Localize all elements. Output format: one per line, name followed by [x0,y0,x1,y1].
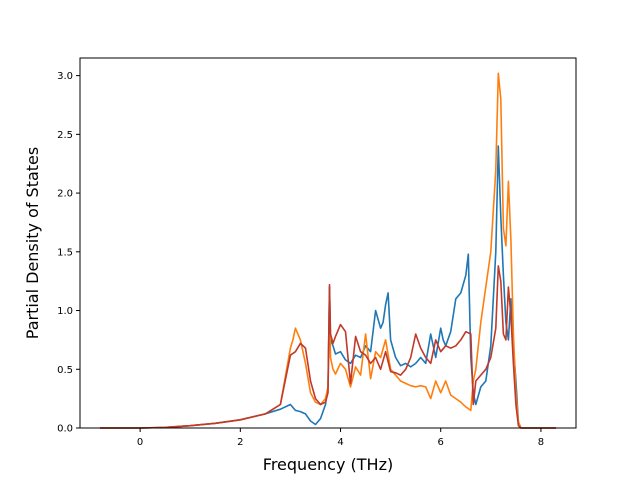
plot-frame [79,57,577,429]
series-line-3 [100,265,556,429]
series-line-1 [100,145,556,429]
x-tick-label: 4 [337,437,343,448]
y-axis-ticks: 0.0 0.5 1.0 1.5 2.0 2.5 3.0 [57,71,80,435]
y-tick-label: 1.0 [57,306,73,317]
y-tick-label: 2.0 [57,189,73,200]
y-tick-label: 0.0 [57,424,73,435]
x-tick-label: 0 [137,437,143,448]
y-tick-label: 3.0 [57,71,73,82]
series-layer [100,72,556,429]
x-axis-title: Frequency (THz) [263,455,393,474]
x-axis-ticks: 0 2 4 6 8 [137,428,544,448]
y-tick-label: 1.5 [57,247,73,258]
y-tick-label: 0.5 [57,365,73,376]
x-tick-label: 2 [237,437,243,448]
y-axis-title: Partial Density of States [23,147,42,339]
x-tick-label: 6 [438,437,444,448]
y-tick-label: 2.5 [57,130,73,141]
x-tick-label: 8 [538,437,544,448]
